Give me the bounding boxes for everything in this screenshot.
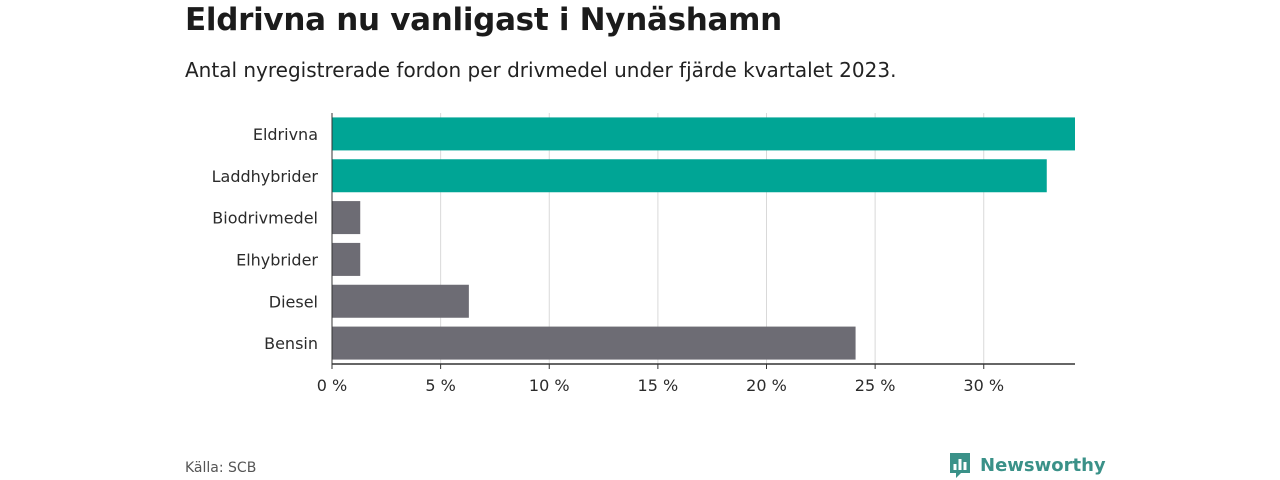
bar: [332, 201, 361, 235]
x-tick-label: 25 %: [855, 376, 896, 395]
x-tick-label: 0 %: [317, 376, 347, 395]
bar: [332, 242, 361, 276]
bar: [332, 284, 469, 318]
x-tick-label: 30 %: [963, 376, 1004, 395]
x-tick-label: 15 %: [638, 376, 679, 395]
category-label: Laddhybrider: [212, 167, 319, 186]
x-tick-label: 10 %: [529, 376, 570, 395]
brand-name: Newsworthy: [980, 454, 1106, 476]
category-label: Eldrivna: [253, 125, 318, 144]
category-label: Biodrivmedel: [212, 209, 318, 228]
bar: [332, 117, 1075, 151]
brand-logo[interactable]: Newsworthy: [948, 451, 1106, 479]
x-tick-label: 5 %: [425, 376, 455, 395]
bar: [332, 326, 856, 360]
newsworthy-logo-icon: [950, 453, 970, 478]
category-label: Bensin: [264, 334, 318, 353]
chart-title: Eldrivna nu vanligast i Nynäshamn: [185, 2, 782, 38]
bar: [332, 159, 1047, 193]
x-tick-label: 20 %: [746, 376, 787, 395]
category-label: Elhybrider: [236, 250, 318, 269]
source-note: Källa: SCB: [185, 460, 257, 476]
category-label: Diesel: [269, 292, 318, 311]
chart-subtitle: Antal nyregistrerade fordon per drivmede…: [185, 58, 897, 82]
